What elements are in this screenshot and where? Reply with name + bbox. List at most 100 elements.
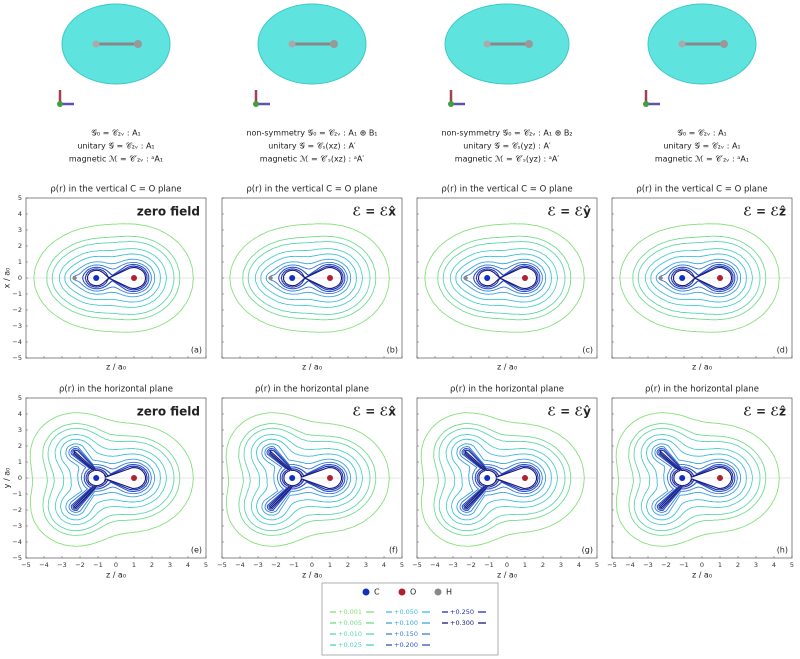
x-tick-label: 3 [168, 561, 172, 569]
x-tick-label: −2 [466, 561, 476, 569]
atom-c [483, 40, 491, 48]
contour [633, 427, 761, 532]
x-tick-label: −2 [661, 561, 671, 569]
panel-title: ρ(r) in the vertical C = O plane [50, 185, 181, 195]
contour [654, 446, 738, 513]
contour [70, 448, 150, 512]
panel [611, 397, 793, 559]
symmetry-label: unitary 𝒢 = 𝒞₂ᵥ : A₁ [663, 142, 740, 151]
contour [659, 450, 733, 509]
contour [478, 267, 538, 289]
y-tick-label: 1 [18, 458, 22, 466]
x-tick-label: −4 [235, 561, 245, 569]
contour [619, 223, 780, 333]
x-tick-label: 2 [541, 561, 545, 569]
contour [51, 241, 175, 315]
legend-label: +0.200 [394, 641, 418, 649]
atom-c [484, 475, 491, 481]
legend-label: +0.001 [338, 608, 362, 616]
atom-o [327, 275, 333, 281]
atom-c [93, 475, 100, 481]
y-tick-label: −3 [12, 322, 22, 330]
y-tick-label: −1 [12, 290, 22, 298]
contour [640, 434, 753, 526]
legend-label: H [446, 588, 452, 597]
atom-o [522, 475, 528, 481]
contour [65, 443, 155, 516]
x-axis-label: z / a₀ [302, 571, 322, 580]
atom-h [658, 275, 663, 281]
contour [655, 258, 741, 298]
y-tick-label: −5 [12, 354, 22, 362]
atom-o [717, 275, 723, 281]
contour [68, 446, 152, 513]
panel [25, 197, 207, 359]
atom-c [678, 40, 686, 48]
contour [268, 449, 344, 510]
contour [69, 258, 155, 298]
x-tick-label: −1 [679, 561, 689, 569]
atom-c [679, 275, 686, 281]
x-tick-label: −1 [289, 561, 299, 569]
panel-letter: (d) [777, 346, 788, 355]
x-tick-label: −4 [39, 561, 49, 569]
x-tick-label: 0 [505, 561, 509, 569]
contour [645, 248, 753, 308]
x-tick-label: 5 [595, 561, 599, 569]
y-axis-label: y / a₀ [3, 468, 12, 489]
contour [225, 412, 390, 547]
x-axis-label: z / a₀ [106, 363, 126, 372]
contour [42, 423, 181, 536]
y-tick-label: 5 [18, 194, 22, 202]
y-tick-label: 4 [18, 210, 22, 218]
symmetry-label: 𝒢₀ = 𝒞₂ᵥ : A₁ [91, 129, 141, 138]
contour [464, 450, 538, 509]
field-label: ℰ = ℰẑ [743, 205, 786, 219]
atom-c [679, 475, 686, 481]
x-tick-label: 4 [186, 561, 190, 569]
contour [460, 258, 546, 298]
symmetry-label: magnetic ℳ = 𝒞′₂ᵥ : ᵃA₁ [655, 155, 749, 164]
symmetry-label: non-symmetry 𝒢₀ = 𝒞₂ᵥ : A₁ ⊕ B₁ [246, 129, 377, 138]
contour [59, 438, 162, 521]
contour [243, 427, 371, 532]
symmetry-label: magnetic ℳ = 𝒞′ₛ(xz) : ᵃA′ [260, 155, 365, 164]
panel-title: ρ(r) in the horizontal plane [59, 385, 173, 395]
contour [650, 253, 748, 303]
x-tick-label: 5 [204, 561, 208, 569]
x-tick-label: 2 [736, 561, 740, 569]
field-label: zero field [137, 205, 200, 219]
contour [442, 241, 566, 315]
contour [445, 434, 558, 526]
atom-o [522, 275, 528, 281]
x-axis-label: z / a₀ [497, 363, 517, 372]
atom-o [330, 40, 338, 48]
legend-label: +0.250 [450, 608, 474, 616]
atom-o [720, 40, 728, 48]
axis-icon [253, 101, 259, 107]
panel [416, 397, 598, 559]
panel-letter: (c) [582, 346, 593, 355]
atom-c [92, 40, 100, 48]
contour [73, 450, 147, 509]
x-tick-label: 4 [577, 561, 581, 569]
legend-atom [434, 588, 442, 596]
atom-o [717, 475, 723, 481]
panel [611, 197, 793, 359]
x-axis-label: z / a₀ [106, 571, 126, 580]
contour [260, 253, 358, 303]
field-label: ℰ = ℰẑ [743, 405, 786, 419]
x-axis-label: z / a₀ [302, 363, 322, 372]
contour [459, 446, 543, 513]
x-tick-label: 4 [382, 561, 386, 569]
x-tick-label: 3 [754, 561, 758, 569]
symmetry-label: unitary 𝒢 = 𝒞ₛ(xz) : A′ [268, 142, 356, 151]
contour [81, 263, 150, 293]
x-tick-label: 1 [718, 561, 722, 569]
y-tick-label: 0 [18, 474, 22, 482]
legend-label: +0.100 [394, 619, 418, 627]
contour [47, 427, 175, 532]
x-tick-label: −5 [21, 561, 31, 569]
contour [46, 235, 181, 321]
panel [416, 197, 598, 359]
